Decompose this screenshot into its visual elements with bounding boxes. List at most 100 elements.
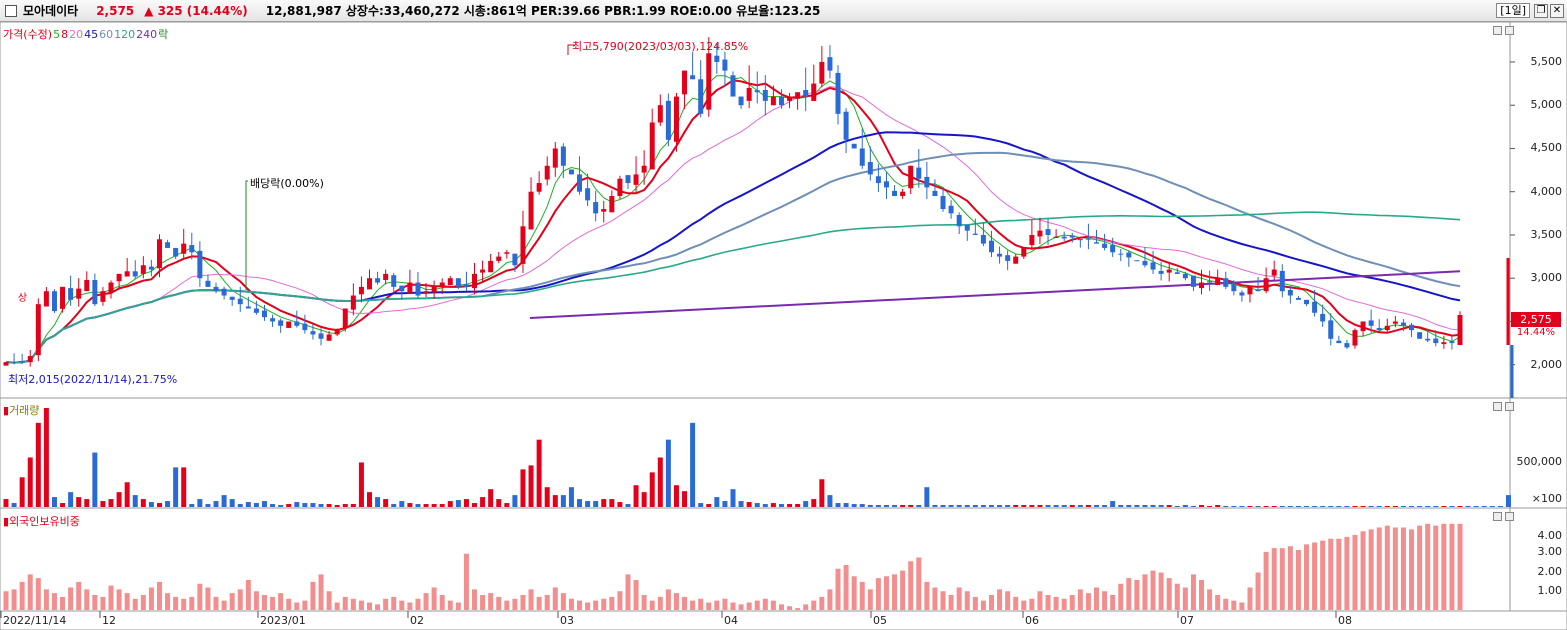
legend-item[interactable]: 120 <box>114 27 136 41</box>
legend-item[interactable]: 240 <box>136 27 158 41</box>
volume-title-text: 거래량 <box>9 404 40 417</box>
candle-body <box>1239 292 1245 296</box>
volume-bar <box>625 504 631 507</box>
foreign-ratio-bar <box>237 589 243 610</box>
foreign-ratio-bar <box>229 593 235 610</box>
volume-panel-close-button[interactable] <box>1505 402 1514 411</box>
candle-body <box>350 295 356 310</box>
foreign-ratio-bar <box>302 600 308 610</box>
candle-body <box>657 105 663 123</box>
candle-body <box>1417 332 1423 339</box>
volume-bar <box>795 504 801 507</box>
volume-bar <box>310 503 316 507</box>
volume-bar <box>609 499 615 507</box>
period-selector[interactable]: [1일] <box>1496 3 1530 18</box>
select-checkbox[interactable] <box>5 4 17 17</box>
foreign-panel-close-button[interactable] <box>1505 512 1514 521</box>
volume-bar <box>988 505 994 507</box>
volume-bar <box>1190 506 1196 507</box>
volume-bar <box>924 487 930 507</box>
volume-bar <box>593 501 599 507</box>
candle-body <box>1158 270 1164 274</box>
legend-item[interactable]: 45 <box>84 27 99 41</box>
ma-line <box>5 211 1461 364</box>
volume-panel-minimize-button[interactable] <box>1493 402 1502 411</box>
candle-body <box>787 96 793 101</box>
volume-axis-panel <box>1509 397 1567 509</box>
volume-bar <box>76 497 82 507</box>
foreign-ratio-bar <box>641 595 647 610</box>
candle-body <box>641 165 647 173</box>
volume-bar <box>480 497 486 507</box>
foreign-ratio-bar <box>1417 525 1423 610</box>
foreign-ratio-bar <box>27 574 33 610</box>
candle-body <box>181 243 187 254</box>
volume-bar <box>399 501 405 507</box>
volume-bar <box>940 505 946 507</box>
foreign-ratio-bar <box>1295 550 1301 610</box>
foreign-ratio-bar <box>835 568 841 610</box>
candle-body <box>278 320 284 326</box>
foreign-axis-label: 1.00 <box>1537 584 1563 597</box>
candle-body <box>140 265 146 274</box>
candle-body <box>690 75 696 80</box>
price-panel-minimize-button[interactable] <box>1493 26 1502 35</box>
date-axis-panel <box>0 610 1567 630</box>
candle-body <box>892 190 898 197</box>
foreign-ratio-bar <box>682 596 688 610</box>
foreign-ratio-bar <box>156 581 162 610</box>
close-icon[interactable]: ✕ <box>1550 3 1564 18</box>
foreign-ratio-bar <box>68 587 74 610</box>
foreign-ratio-bar <box>875 578 881 610</box>
volume-bar <box>1352 506 1358 507</box>
foreign-ratio-bar <box>504 600 510 610</box>
volume-bar <box>504 503 510 507</box>
foreign-ratio-bar <box>342 596 348 610</box>
volume-bar <box>1255 506 1261 507</box>
candle-body <box>367 278 372 290</box>
restore-icon[interactable]: ❐ <box>1534 3 1548 18</box>
volume-bar <box>1142 505 1148 507</box>
foreign-ratio-bar <box>1102 591 1108 610</box>
volume-bar <box>778 504 784 507</box>
current-pct-tag: 14.44% <box>1516 327 1556 338</box>
indicator-legend[interactable]: 가격(수정) 5 8 20 45 60 120 240 락 <box>3 26 169 42</box>
foreign-ratio-bar <box>1150 570 1156 610</box>
foreign-ratio-bar <box>19 581 25 610</box>
price-axis-label: 2,000 <box>1530 357 1563 371</box>
foreign-panel-minimize-button[interactable] <box>1493 512 1502 521</box>
candle-body <box>326 334 332 341</box>
foreign-ratio-bar <box>108 585 114 610</box>
foreign-ratio-bar <box>1441 523 1447 610</box>
foreign-ratio-bar <box>859 581 865 610</box>
foreign-ratio-bar <box>334 602 340 610</box>
legend-item[interactable]: 60 <box>99 27 114 41</box>
foreign-ratio-bar <box>900 570 906 610</box>
volume-bar <box>835 503 841 507</box>
legend-item[interactable]: 20 <box>69 27 84 41</box>
volume-bar <box>649 472 655 507</box>
price-panel-close-button[interactable] <box>1505 26 1514 35</box>
candle-body <box>213 286 219 292</box>
volume-bar <box>633 485 639 507</box>
legend-item[interactable]: 락 <box>158 28 169 41</box>
volume-bar <box>722 501 728 507</box>
legend-item[interactable]: 8 <box>61 27 69 41</box>
chart-title-bar: 모아데이타 2,575 ▲ 325 (14.44%) 12,881,987 상장… <box>0 0 1567 22</box>
candle-body <box>609 196 615 213</box>
candle-body <box>496 256 502 261</box>
legend-item[interactable]: 가격(수정) <box>3 28 53 41</box>
foreign-ratio-bar <box>601 598 607 610</box>
volume-bar <box>585 501 591 507</box>
volume-bar <box>1360 506 1366 507</box>
stock-name[interactable]: 모아데이타 <box>23 4 79 18</box>
candle-body <box>270 318 276 322</box>
candle-body <box>1215 278 1221 286</box>
volume-bar <box>350 504 356 507</box>
legend-item[interactable]: 5 <box>53 27 61 41</box>
candle-body <box>972 233 978 235</box>
candle-body <box>35 304 41 356</box>
foreign-ratio-bar <box>1013 596 1019 610</box>
foreign-ratio-bar <box>205 587 211 610</box>
